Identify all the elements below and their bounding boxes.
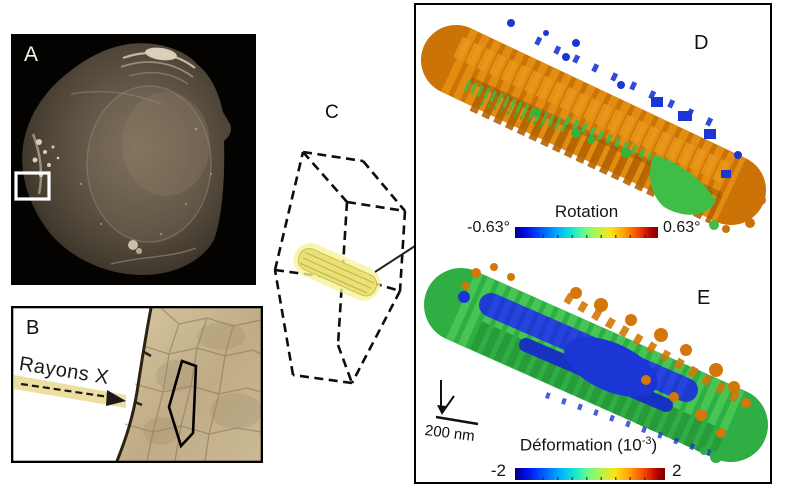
region-of-interest-marker <box>14 171 51 201</box>
3d-render-graphic <box>421 19 768 463</box>
scale-bar-axes <box>435 380 479 426</box>
panel-b-microscopy: B Rayons X <box>11 306 263 463</box>
connector-line <box>374 245 416 273</box>
particle-e-render <box>424 263 768 463</box>
panel-a-shell-photo: A <box>11 34 256 285</box>
panel-c-label: C <box>325 102 339 123</box>
rotation-colorbar <box>515 227 658 238</box>
panel-b-label: B <box>26 317 40 339</box>
panel-a-label: A <box>24 43 39 66</box>
sample-polygon-outline <box>167 359 198 449</box>
deformation-title-exponent: -3 <box>641 435 652 447</box>
deformation-colorbar-title: Déformation (10-3) <box>456 435 721 456</box>
particle-d-render <box>421 19 766 233</box>
highlighted-particle <box>293 243 381 301</box>
scale-bar-arrowhead <box>437 405 446 415</box>
panel-c-schematic: C <box>265 95 420 395</box>
deformation-colorbar <box>515 468 665 480</box>
rotation-colorbar-ticks <box>515 235 658 238</box>
deformation-title-text: Déformation (10 <box>519 435 642 455</box>
rotation-colorbar-title: Rotation <box>554 202 619 221</box>
shell-photo-graphic <box>11 34 256 285</box>
deformation-colorbar-max: 2 <box>672 461 682 480</box>
tissue-region <box>117 308 261 461</box>
microscopy-graphic <box>11 306 263 463</box>
xray-arrow-line <box>20 382 110 399</box>
prism-schematic-graphic <box>273 150 416 385</box>
deformation-title-close: ) <box>651 435 658 455</box>
panel-de-box: D Rotation -0.63° 0.63° E Déformation (1… <box>414 3 772 484</box>
tissue-edge-line <box>115 307 153 462</box>
deformation-colorbar-min: -2 <box>490 461 506 480</box>
deformation-colorbar-ticks <box>515 477 665 480</box>
panel-b-border <box>11 306 263 463</box>
panel-e-label: E <box>697 287 711 309</box>
xray-arrowhead <box>106 390 126 406</box>
shell-body <box>22 43 232 276</box>
nacre-cell-boundaries <box>124 307 262 462</box>
tissue-shading <box>143 322 262 445</box>
rotation-colorbar-max: 0.63° <box>663 219 701 236</box>
panel-d-label: D <box>694 32 709 54</box>
rotation-colorbar-min: -0.63° <box>467 219 510 236</box>
